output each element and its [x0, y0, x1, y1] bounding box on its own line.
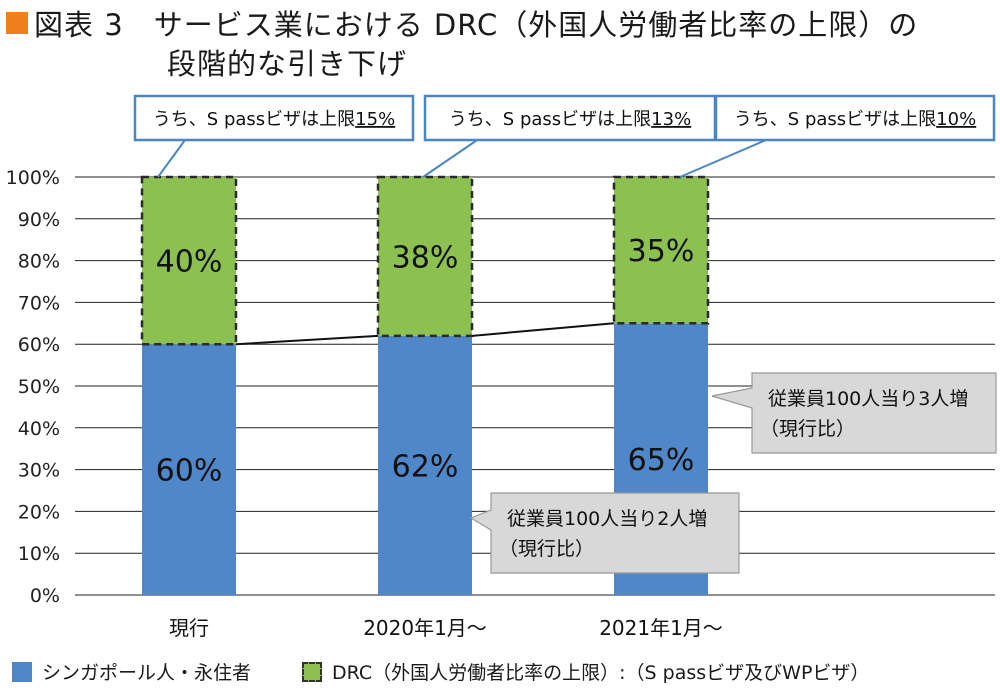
- callout-prefix: うち、S passビザは上限: [734, 109, 936, 130]
- callout-text: うち、S passビザは上限13%: [449, 109, 691, 130]
- chart-title-line2: 段階的な引き下げ: [167, 47, 408, 81]
- note-text-line2: （現行比）: [760, 418, 855, 440]
- boundary-connector-line: [471, 322, 615, 337]
- data-label-drc: 38%: [392, 240, 459, 275]
- callout-pointer: [422, 139, 478, 178]
- x-tick-label: 2021年1月～: [599, 616, 723, 640]
- y-tick-label: 50%: [18, 376, 60, 398]
- figure-number: 図表 3: [34, 8, 124, 42]
- callout-box: [133, 94, 415, 142]
- y-tick-label: 10%: [18, 543, 60, 565]
- data-label-singapore: 65%: [628, 443, 695, 478]
- legend-label-drc: DRC（外国人労働者比率の上限）:（S passビザ及びWPビザ）: [332, 662, 870, 684]
- title-marker: [6, 12, 28, 34]
- y-tick-label: 40%: [18, 418, 60, 440]
- data-label-drc: 40%: [156, 245, 223, 280]
- legend-swatch-drc: [302, 661, 322, 682]
- legend-swatch-singapore: [12, 661, 32, 682]
- y-tick-label: 60%: [18, 334, 60, 356]
- note-bubble: [469, 492, 740, 574]
- callout-text: うち、S passビザは上限10%: [734, 109, 976, 130]
- callout-value: 13%: [651, 109, 691, 130]
- data-label-singapore: 60%: [156, 454, 223, 489]
- bar-drc: [140, 175, 238, 346]
- callout-value: 15%: [355, 109, 395, 130]
- callout-text: うち、S passビザは上限15%: [153, 109, 395, 130]
- note-text-line2: （現行比）: [499, 538, 594, 560]
- callout-prefix: うち、S passビザは上限: [153, 109, 355, 130]
- legend-label-singapore: シンガポール人・永住者: [42, 662, 252, 684]
- y-tick-label: 80%: [18, 251, 60, 273]
- callout-box: [423, 94, 717, 142]
- bar-drc: [612, 175, 710, 325]
- bar-drc: [376, 175, 474, 338]
- data-label-singapore: 62%: [392, 449, 459, 484]
- x-tick-label: 2020年1月～: [363, 616, 487, 640]
- legend-item-singapore: シンガポール人・永住者: [12, 658, 251, 685]
- x-tick-label: 現行: [169, 616, 209, 640]
- y-tick-label: 20%: [18, 501, 60, 523]
- title-text-1: サービス業における DRC（外国人労働者比率の上限）の: [153, 8, 919, 42]
- chart-title-line1: 図表 3 サービス業における DRC（外国人労働者比率の上限）の: [34, 2, 918, 44]
- boundary-connector-line: [235, 334, 379, 346]
- note-bubble: [711, 372, 997, 454]
- y-tick-label: 70%: [18, 292, 60, 314]
- y-tick-label: 100%: [6, 167, 60, 189]
- bar-singapore: [378, 335, 472, 595]
- y-tick-label: 0%: [30, 585, 60, 607]
- bar-singapore: [142, 344, 236, 595]
- note-text-line1: 従業員100人当り2人増: [507, 508, 707, 530]
- note-text-line1: 従業員100人当り3人増: [768, 388, 968, 410]
- callout-pointer: [679, 139, 767, 178]
- callout-value: 10%: [936, 109, 976, 130]
- data-label-drc: 35%: [628, 234, 695, 269]
- callout-prefix: うち、S passビザは上限: [449, 109, 651, 130]
- y-tick-label: 30%: [18, 460, 60, 482]
- callout-pointer: [157, 139, 186, 178]
- callout-box: [714, 94, 996, 142]
- y-tick-label: 90%: [18, 209, 60, 231]
- legend-item-drc: DRC（外国人労働者比率の上限）:（S passビザ及びWPビザ）: [302, 658, 869, 685]
- legend: シンガポール人・永住者 DRC（外国人労働者比率の上限）:（S passビザ及び…: [12, 658, 1000, 688]
